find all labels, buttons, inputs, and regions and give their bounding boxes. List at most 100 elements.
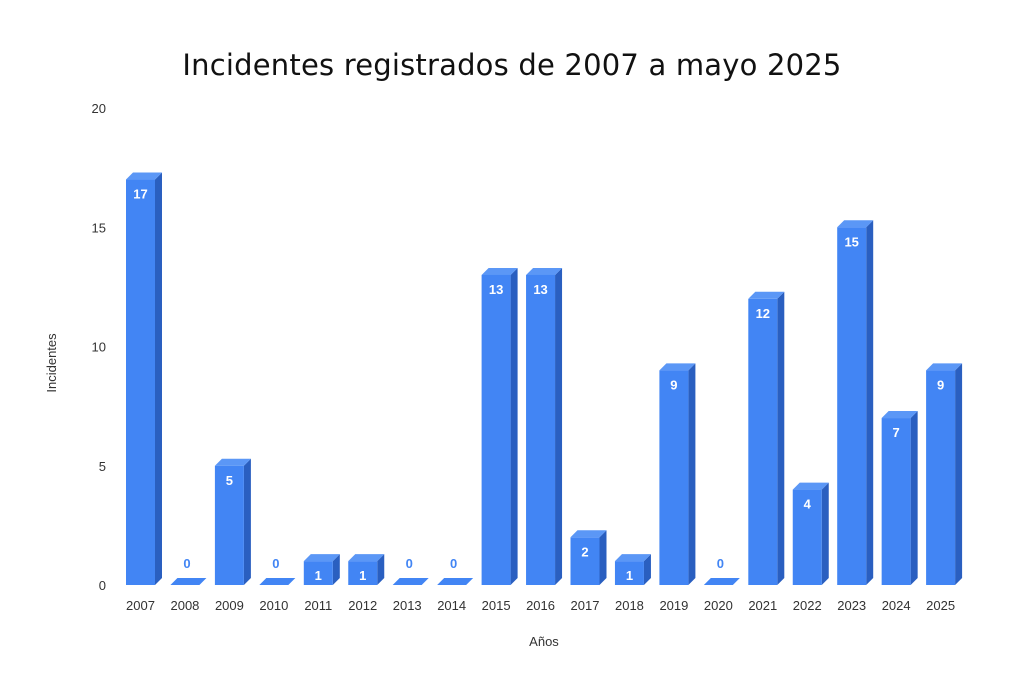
bar-2019: 9 (659, 363, 696, 585)
bar-2023: 15 (837, 220, 874, 585)
bar-2018: 1 (614, 554, 651, 585)
bars-group: 17 0 5 0 1 1 0 0 13 13 2 1 9 0 12 4 15 7 9 (126, 172, 963, 586)
bar-zero (437, 578, 474, 585)
bar-top (659, 363, 696, 371)
bar-top (481, 267, 518, 275)
data-label: 13 (489, 282, 503, 297)
bar-side (155, 172, 162, 586)
bar-front (126, 179, 155, 586)
data-label: 17 (133, 187, 147, 202)
bar-top (303, 554, 340, 562)
bar-2014: 0 (437, 556, 474, 585)
data-label: 5 (226, 473, 233, 488)
chart-title: Incidentes registrados de 2007 a mayo 20… (182, 48, 842, 82)
bar-front (881, 418, 911, 585)
y-tick-label: 20 (92, 101, 106, 116)
data-label: 0 (406, 556, 413, 571)
x-tick-label: 2017 (571, 598, 600, 613)
data-label: 15 (844, 234, 858, 249)
x-axis-title: Años (529, 634, 559, 649)
bar-side (910, 411, 918, 585)
data-label: 1 (626, 568, 633, 583)
bar-top (837, 220, 874, 228)
bar-2015: 13 (481, 267, 518, 585)
data-label: 4 (804, 497, 812, 512)
data-label: 9 (937, 377, 944, 392)
x-tick-label: 2009 (215, 598, 244, 613)
x-tick-label: 2022 (793, 598, 822, 613)
bar-side (510, 267, 518, 585)
x-tick-label: 2007 (126, 598, 155, 613)
bar-top (126, 172, 162, 180)
bar-front (348, 561, 378, 585)
bar-2024: 7 (881, 411, 918, 585)
bar-top (348, 554, 385, 562)
bar-side (643, 554, 651, 585)
bar-side (866, 220, 874, 585)
bar-2025: 9 (926, 363, 963, 585)
bar-top (881, 411, 918, 419)
bar-2007: 17 (126, 172, 162, 586)
data-label: 7 (893, 425, 900, 440)
bar-top (214, 458, 251, 466)
bar-front (792, 489, 822, 585)
y-tick-label: 15 (92, 220, 106, 235)
data-label: 1 (359, 568, 366, 583)
bar-2013: 0 (392, 556, 429, 585)
x-tick-label: 2014 (437, 598, 466, 613)
data-label: 0 (450, 556, 457, 571)
x-tick-label: 2020 (704, 598, 733, 613)
data-label: 13 (533, 282, 547, 297)
data-label: 1 (315, 568, 322, 583)
bar-2020: 0 (703, 556, 740, 585)
bar-top (926, 363, 963, 371)
bar-front (659, 370, 689, 585)
bar-front (570, 537, 600, 585)
data-label: 0 (183, 556, 190, 571)
bar-top (614, 554, 651, 562)
bar-side (332, 554, 340, 585)
data-label: 12 (756, 306, 770, 321)
y-tick-label: 10 (92, 340, 106, 355)
y-tick-label: 5 (99, 459, 106, 474)
data-label: 0 (272, 556, 279, 571)
x-tick-label: 2025 (926, 598, 955, 613)
x-tick-label: 2019 (659, 598, 688, 613)
bar-zero (259, 578, 296, 585)
bar-side (688, 363, 696, 585)
bar-top (792, 482, 829, 490)
x-axis-ticks: 2007 2008 2009 2010 2011 2012 2013 2014 2015 2016… (126, 598, 955, 613)
bar-2012: 1 (348, 554, 385, 585)
bar-front (526, 274, 556, 585)
bar-2022: 4 (792, 482, 829, 585)
x-tick-label: 2010 (259, 598, 288, 613)
bar-side (243, 458, 251, 585)
x-tick-label: 2016 (526, 598, 555, 613)
bar-side (777, 291, 785, 585)
bar-top (526, 267, 563, 275)
bar-zero (392, 578, 429, 585)
bar-front (214, 465, 244, 585)
x-tick-label: 2021 (748, 598, 777, 613)
bar-front (748, 298, 778, 585)
bar-2011: 1 (303, 554, 340, 585)
bar-2016: 13 (526, 267, 563, 585)
bar-zero (703, 578, 740, 585)
bar-front (303, 561, 333, 585)
x-tick-label: 2023 (837, 598, 866, 613)
bar-top (748, 291, 785, 299)
x-tick-label: 2011 (304, 598, 332, 613)
bar-zero (170, 578, 207, 585)
data-label: 0 (717, 556, 724, 571)
y-axis-ticks: 0 5 10 15 20 (92, 101, 106, 593)
bar-top (570, 530, 607, 538)
bar-side (821, 482, 829, 585)
data-label: 9 (670, 377, 677, 392)
bar-side (377, 554, 385, 585)
x-tick-label: 2013 (393, 598, 422, 613)
x-tick-label: 2018 (615, 598, 644, 613)
y-tick-label: 0 (99, 578, 106, 593)
bar-2008: 0 (170, 556, 207, 585)
bar-side (955, 363, 963, 585)
